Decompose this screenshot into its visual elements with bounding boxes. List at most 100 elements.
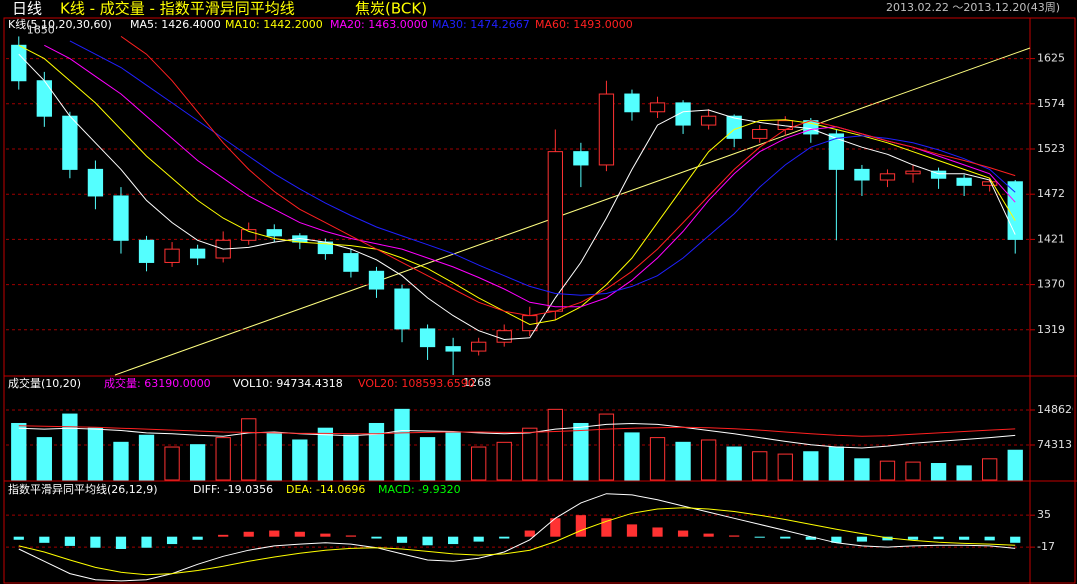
candle-body	[62, 115, 78, 170]
y-tick-label: 1574	[1037, 97, 1065, 110]
y-tick-label: 74313	[1037, 438, 1072, 451]
period: 日线	[12, 0, 42, 18]
volume-bar	[982, 458, 998, 481]
volume-bar	[266, 432, 282, 481]
macd-bar	[882, 536, 893, 541]
candle-body	[1007, 181, 1023, 240]
volume-bar	[956, 465, 972, 481]
candle-body	[598, 93, 615, 166]
macd-bar	[524, 530, 535, 537]
macd-bar	[269, 530, 280, 537]
macd-bar	[320, 533, 331, 537]
volume-bar	[828, 446, 845, 481]
y-tick-label: 1625	[1037, 52, 1065, 65]
candle-body	[241, 229, 257, 241]
candle-body	[700, 115, 717, 126]
volume-bar	[36, 437, 52, 481]
legend-entry: MA10: 1442.2000	[225, 18, 323, 31]
volume-bar	[624, 432, 640, 481]
candle-body	[343, 253, 359, 272]
macd-bar	[626, 524, 638, 537]
candle-body	[905, 170, 921, 175]
y-tick-label: 1319	[1037, 323, 1065, 336]
volume-bar	[752, 451, 768, 481]
candle-body	[573, 151, 589, 166]
macd-bar	[115, 536, 127, 549]
volume-bar	[879, 460, 896, 481]
candle-body	[879, 173, 896, 181]
macd-bar	[473, 536, 484, 542]
trend-line	[114, 47, 1031, 376]
header-title: K线 - 成交量 - 指数平滑异同平均线	[60, 0, 295, 18]
macd-bar	[984, 536, 995, 541]
volume-bar	[803, 451, 819, 481]
indicator-line	[18, 507, 1016, 576]
macd-bar	[294, 531, 305, 537]
volume-bar	[11, 422, 27, 481]
candle-body	[368, 270, 385, 290]
legend-entry: MA5: 1426.4000	[130, 18, 221, 31]
volume-bar	[164, 446, 180, 481]
volume-bar	[445, 432, 461, 481]
legend-entry: MACD: -9.9320	[378, 483, 461, 496]
macd-bar	[499, 536, 510, 539]
macd-bar	[703, 533, 714, 537]
candle-body	[854, 168, 870, 181]
indicator-line	[18, 493, 1016, 582]
volume-bar	[854, 458, 870, 481]
macd-bar	[371, 536, 382, 539]
indicator-line	[69, 40, 1016, 296]
macd-bar	[141, 536, 152, 548]
candle-body	[547, 151, 563, 312]
macd-bar	[90, 536, 101, 548]
volume-bar	[113, 441, 129, 481]
macd-bar	[550, 518, 561, 537]
macd-bar	[856, 536, 868, 542]
candle-body	[649, 102, 666, 113]
macd-bar	[345, 535, 357, 537]
candle-body	[189, 248, 206, 259]
y-tick-label: 1523	[1037, 142, 1065, 155]
macd-bar	[933, 536, 944, 540]
macd-bar	[805, 536, 816, 540]
y-tick-label: 148626	[1037, 403, 1077, 416]
panel-title: 成交量(10,20)	[8, 376, 81, 390]
candle-body	[36, 80, 52, 117]
volume-bar	[138, 434, 155, 481]
volume-bar	[547, 408, 563, 481]
volume-bar	[471, 446, 487, 481]
price-annotation: 1268	[463, 376, 491, 389]
indicator-line	[18, 425, 1016, 437]
volume-bar	[700, 439, 717, 481]
panel-title: 指数平滑异同平均线(26,12,9)	[8, 482, 158, 496]
macd-bar	[959, 536, 970, 540]
volume-bar	[649, 437, 666, 481]
volume-bar	[394, 408, 410, 481]
frame	[3, 17, 1077, 584]
candle-body	[675, 102, 691, 126]
legend-entry: DIFF: -19.0356	[193, 483, 273, 496]
macd-bar	[39, 536, 50, 543]
candle-body	[471, 341, 487, 352]
candle-body	[394, 288, 410, 330]
candle-body	[828, 133, 845, 170]
volume-bar	[598, 413, 615, 481]
macd-bar	[780, 536, 791, 539]
volume-bar	[496, 441, 512, 481]
axis-labels: 1319 1370 1421 1472 1523 1574 1625 74313 148626 -…	[1037, 52, 1077, 554]
volume-bar	[87, 427, 104, 481]
macd-bar	[729, 535, 740, 537]
candle-body	[87, 168, 104, 197]
volume-bar	[675, 441, 691, 481]
candle-body	[164, 248, 180, 263]
legend-entry: MA60: 1493.0000	[535, 18, 633, 31]
candle-body	[419, 328, 436, 348]
legend-entry: VOL10: 94734.4318	[233, 377, 343, 390]
candle-body	[956, 177, 972, 186]
panel-title: K线(5,10,20,30,60)	[8, 17, 112, 31]
macd-bar	[601, 518, 612, 537]
macd-bar	[422, 536, 433, 546]
y-tick-label: 1472	[1037, 187, 1065, 200]
legend-entry: VOL20: 108593.6590	[358, 377, 475, 390]
